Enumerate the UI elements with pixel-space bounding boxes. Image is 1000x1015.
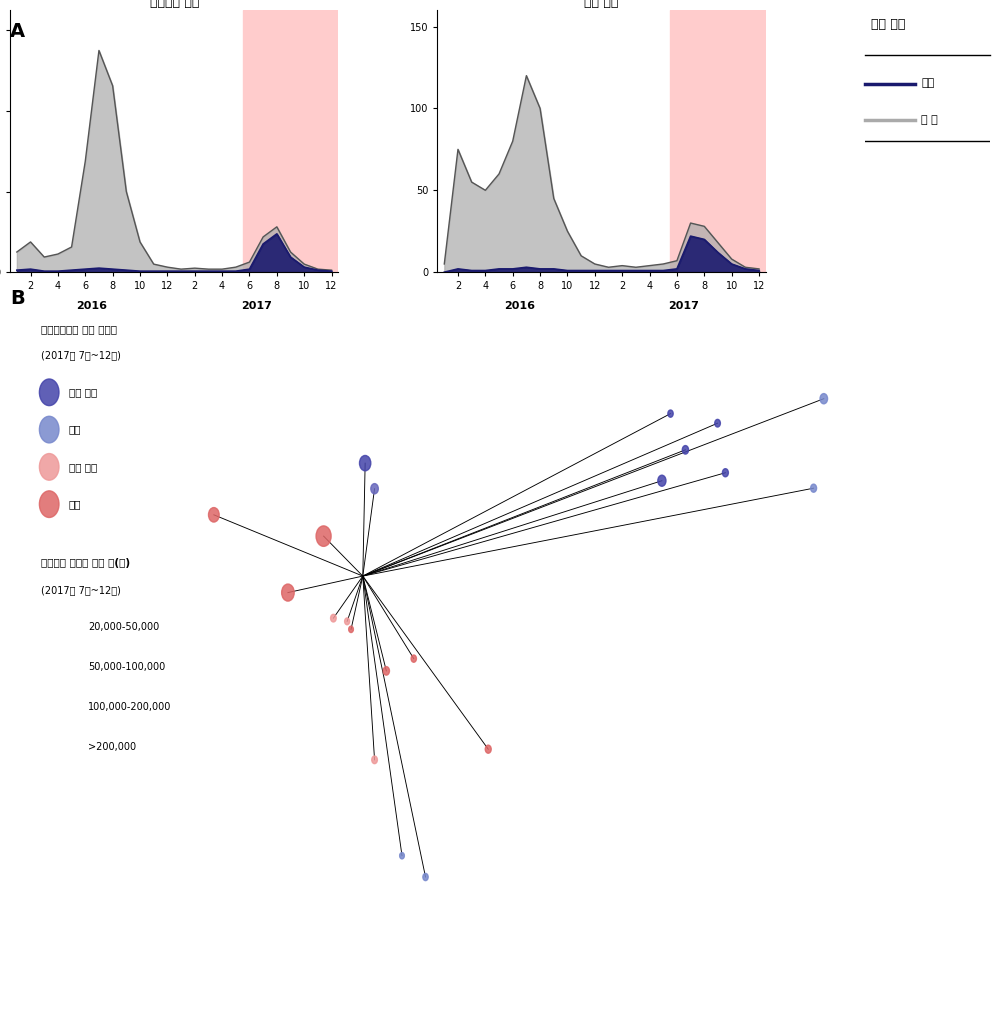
Text: 매우 낮음: 매우 낮음 — [69, 388, 97, 397]
Circle shape — [820, 394, 828, 404]
Circle shape — [39, 454, 59, 480]
Circle shape — [345, 618, 350, 625]
Bar — [670, 10, 766, 272]
Circle shape — [282, 584, 294, 601]
Circle shape — [400, 853, 404, 859]
Text: 2017: 2017 — [668, 300, 699, 311]
Text: 쿠바에서 출국한 사람 수(명): 쿠바에서 출국한 사람 수(명) — [41, 558, 130, 568]
Text: 쿠바: 쿠바 — [921, 78, 934, 88]
Circle shape — [658, 475, 666, 486]
Text: 20,000-50,000: 20,000-50,000 — [88, 621, 160, 631]
Text: 2016: 2016 — [504, 300, 535, 311]
Text: 2017: 2017 — [241, 300, 272, 311]
Circle shape — [360, 456, 371, 471]
Text: 2016: 2016 — [77, 300, 108, 311]
Text: 출국 국가: 출국 국가 — [871, 18, 906, 31]
Circle shape — [668, 410, 673, 417]
Circle shape — [715, 419, 720, 427]
Text: A: A — [10, 22, 25, 42]
Circle shape — [722, 469, 728, 477]
Text: 높음: 높음 — [69, 499, 81, 510]
Text: (2017년 7월~12월): (2017년 7월~12월) — [41, 585, 121, 595]
Circle shape — [682, 446, 689, 454]
Circle shape — [485, 745, 491, 753]
Circle shape — [39, 416, 59, 443]
Circle shape — [39, 491, 59, 518]
Title: 유럽 입국: 유럽 입국 — [584, 0, 619, 9]
Circle shape — [372, 756, 377, 763]
Text: 이집트숲모기 서식 적합성: 이집트숲모기 서식 적합성 — [41, 324, 117, 334]
Text: 약간 높음: 약간 높음 — [69, 462, 97, 472]
Text: >200,000: >200,000 — [88, 742, 137, 751]
Text: (2017년 7월~12월): (2017년 7월~12월) — [41, 350, 121, 360]
Circle shape — [39, 379, 59, 406]
Circle shape — [811, 484, 817, 492]
Title: 플로리다 입국: 플로리다 입국 — [150, 0, 199, 9]
Text: 그 외: 그 외 — [921, 115, 938, 125]
Circle shape — [316, 526, 331, 546]
Circle shape — [349, 626, 353, 632]
Text: 50,000-100,000: 50,000-100,000 — [88, 662, 166, 672]
Text: 100,000-200,000: 100,000-200,000 — [88, 701, 172, 712]
Circle shape — [423, 873, 428, 881]
Circle shape — [411, 655, 416, 662]
Text: 낮음: 낮음 — [69, 424, 81, 434]
Circle shape — [209, 508, 219, 522]
Circle shape — [383, 667, 389, 675]
Text: B: B — [10, 289, 25, 309]
Circle shape — [371, 483, 378, 494]
Bar — [243, 10, 338, 272]
Circle shape — [331, 614, 336, 622]
